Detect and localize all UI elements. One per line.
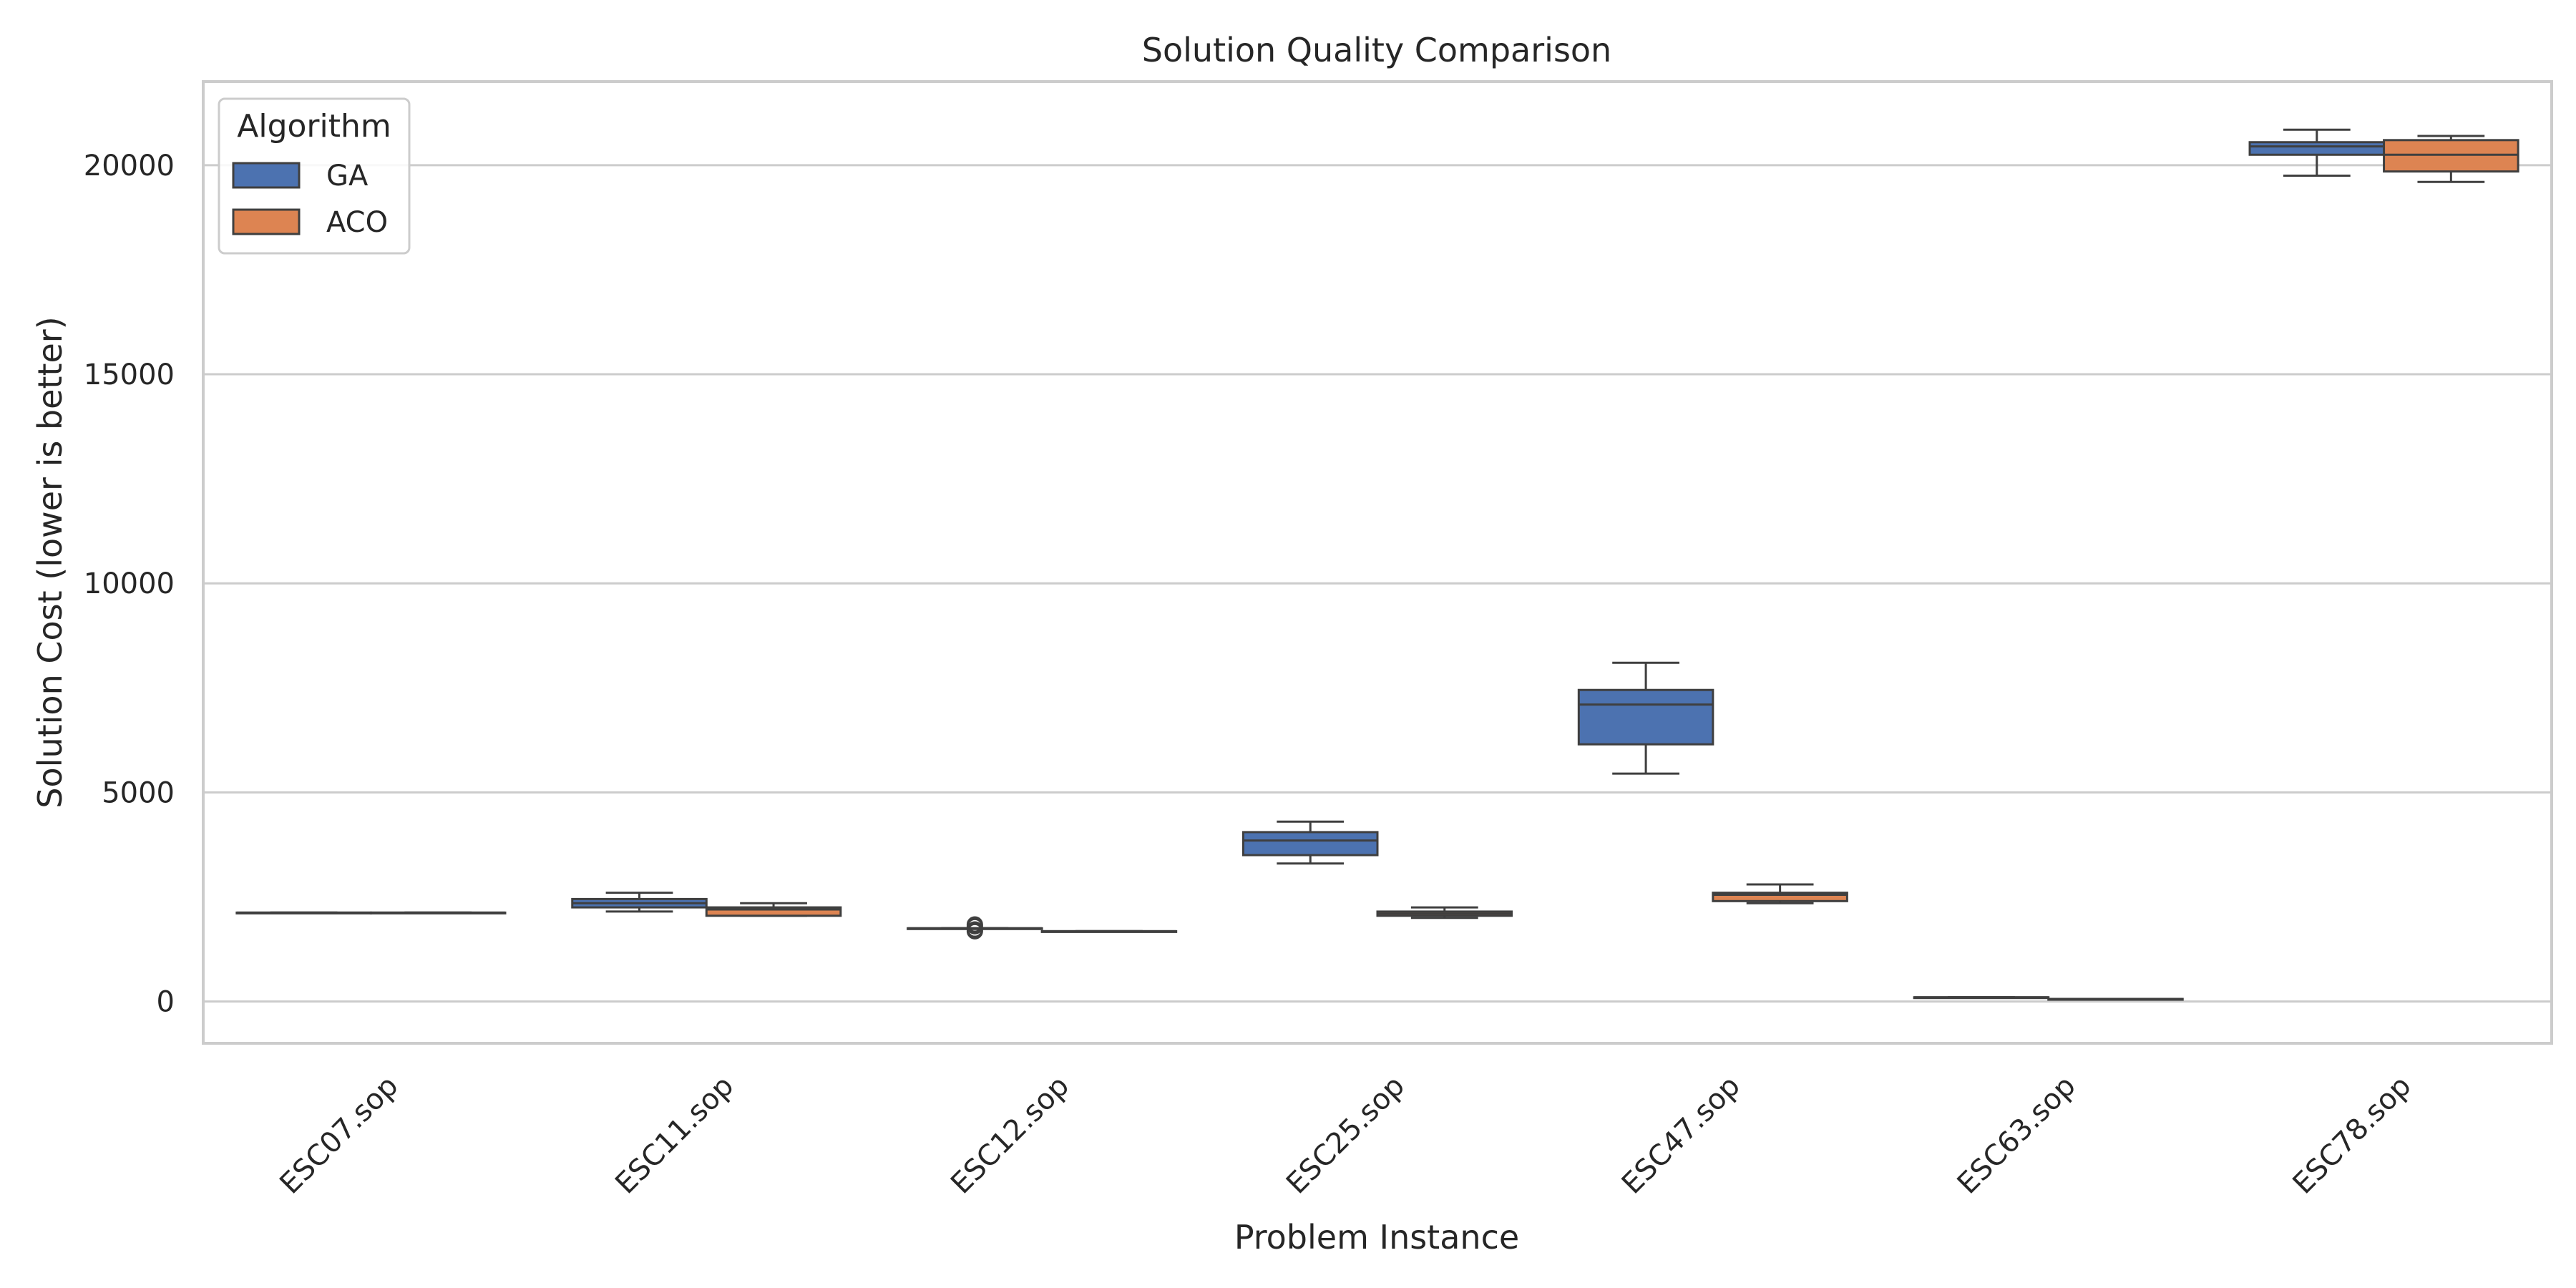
box-aco-ESC47.sop (1712, 883, 1848, 904)
box-ga-ESC07.sop (235, 911, 372, 914)
x-tick-label: ESC11.sop (609, 1070, 740, 1201)
x-tick-label: ESC25.sop (1280, 1070, 1411, 1201)
plot-area (202, 80, 2553, 1045)
outlier-point (966, 916, 983, 933)
y-axis-title: Solution Cost (lower is better) (31, 316, 69, 808)
legend-label-ga: GA (326, 160, 369, 192)
legend: Algorithm GA ACO (218, 97, 411, 255)
x-tick-label: ESC07.sop (273, 1070, 404, 1201)
chart-title: Solution Quality Comparison (1142, 31, 1611, 69)
box-layer (235, 128, 2519, 1001)
box-ga-ESC25.sop (1241, 820, 1379, 865)
box-aco-ESC78.sop (2383, 135, 2519, 183)
iqr-box (2248, 141, 2386, 156)
x-tick-labels: ESC07.sop ESC11.sop ESC12.sop ESC25.sop ESC4… (273, 1070, 2417, 1201)
iqr-box (1712, 892, 1848, 902)
box-ga-ESC78.sop (2248, 128, 2386, 177)
y-gridlines (203, 164, 2552, 1003)
y-tick-label: 10000 (84, 567, 175, 600)
legend-swatch-ga (232, 162, 301, 189)
y-tick-label: 0 (157, 986, 175, 1019)
box-aco-ESC25.sop (1376, 906, 1513, 919)
box-ga-ESC11.sop (571, 892, 708, 913)
y-tick-label: 5000 (102, 776, 175, 809)
box-ga-ESC12.sop (907, 916, 1043, 940)
iqr-box (1241, 831, 1379, 857)
legend-swatch-aco (232, 208, 301, 235)
legend-title: Algorithm (237, 108, 391, 145)
y-tick-label: 15000 (84, 358, 175, 391)
y-tick-label: 20000 (84, 150, 175, 182)
box-aco-ESC11.sop (705, 902, 842, 917)
box-aco-ESC07.sop (369, 911, 507, 914)
x-tick-label: ESC12.sop (945, 1070, 1075, 1201)
box-ga-ESC47.sop (1577, 661, 1714, 775)
x-axis-title: Problem Instance (1234, 1218, 1519, 1257)
box-ga-ESC63.sop (1913, 996, 2050, 1000)
y-tick-labels: 0 5000 10000 15000 20000 (84, 150, 175, 1019)
iqr-box (705, 906, 842, 917)
x-tick-label: ESC63.sop (1951, 1070, 2082, 1201)
legend-label-aco: ACO (326, 206, 388, 239)
x-tick-label: ESC78.sop (2287, 1070, 2418, 1201)
iqr-box (1577, 688, 1714, 746)
box-aco-ESC12.sop (1040, 930, 1178, 933)
x-tick-label: ESC47.sop (1616, 1070, 1747, 1201)
box-aco-ESC63.sop (2047, 997, 2184, 1001)
